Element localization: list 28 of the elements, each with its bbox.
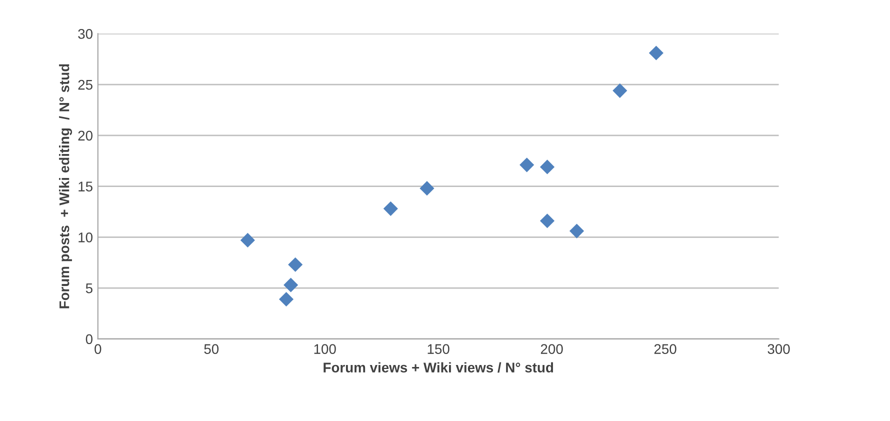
point (569, 224, 584, 238)
point (612, 83, 628, 98)
point (240, 232, 255, 248)
y-tick-label: 20 (78, 130, 92, 141)
y-tick-label: 30 (78, 29, 92, 39)
point (648, 46, 664, 60)
x-tick-label: 150 (428, 344, 450, 354)
y-axis-title: Forum posts + Wiki editing / N° stud (59, 64, 72, 308)
y-tick-label: 5 (86, 284, 92, 294)
point (284, 278, 298, 292)
point (383, 201, 398, 216)
point (288, 257, 303, 272)
point (540, 160, 555, 174)
x-tick-label: 0 (94, 344, 102, 354)
x-tick-label: 50 (204, 344, 219, 354)
y-tick-label: 15 (78, 182, 92, 192)
y-tick-label: 0 (86, 334, 92, 344)
y-tick-label: 25 (78, 80, 92, 90)
point (540, 214, 555, 228)
point (420, 181, 434, 196)
x-tick-label: 300 (768, 344, 790, 354)
x-tick-label: 200 (540, 344, 563, 354)
x-axis-title: Forum views + Wiki views / N° stud (324, 362, 554, 373)
x-tick-label: 100 (314, 344, 336, 354)
x-tick-label: 250 (654, 344, 676, 354)
point (278, 292, 294, 307)
point (520, 158, 534, 172)
y-tick-label: 10 (78, 232, 92, 242)
